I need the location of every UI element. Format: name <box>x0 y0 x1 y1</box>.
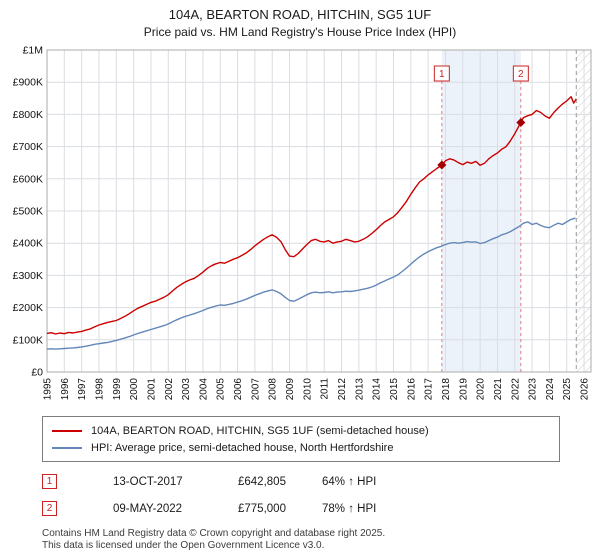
legend: 104A, BEARTON ROAD, HITCHIN, SG5 1UF (se… <box>42 416 560 462</box>
y-tick-label: £100K <box>13 334 43 346</box>
chart-title: 104A, BEARTON ROAD, HITCHIN, SG5 1UF <box>168 7 432 22</box>
legend-row-property: 104A, BEARTON ROAD, HITCHIN, SG5 1UF (se… <box>52 422 550 439</box>
y-tick-label: £500K <box>13 206 43 218</box>
x-tick-label: 2010 <box>302 378 313 401</box>
sale-1-chart-marker-label: 1 <box>439 69 445 80</box>
x-tick-label: 2011 <box>320 378 331 400</box>
sale-2-marker: 2 <box>42 501 57 516</box>
x-tick-label: 2021 <box>493 378 504 401</box>
sale-2-price: £775,000 <box>238 502 286 515</box>
x-tick-label: 2003 <box>181 378 192 401</box>
x-tick-label: 2019 <box>458 378 469 401</box>
sale-1-date: 13-OCT-2017 <box>113 475 183 488</box>
legend-line-hpi-icon <box>52 446 82 449</box>
y-tick-label: £400K <box>13 238 43 250</box>
sale-2-chart-marker <box>512 65 529 82</box>
x-tick-label: 2020 <box>476 378 487 401</box>
sale-1-price: £642,805 <box>238 475 286 488</box>
legend-row-hpi: HPI: Average price, semi-detached house,… <box>52 439 550 456</box>
y-tick-label: £1M <box>23 45 43 57</box>
y-tick-label: £800K <box>13 109 43 121</box>
chart-subtitle: Price paid vs. HM Land Registry's House … <box>143 25 457 39</box>
sale-1-marker: 1 <box>42 474 57 489</box>
y-tick-label: £300K <box>13 270 43 282</box>
sale-2-date: 09-MAY-2022 <box>113 502 183 515</box>
x-tick-label: 2002 <box>164 378 175 401</box>
chart-header: 104A, BEARTON ROAD, HITCHIN, SG5 1UF Pri… <box>0 0 600 40</box>
x-tick-label: 2001 <box>146 378 157 401</box>
series-hpi-line <box>46 217 576 350</box>
footer-line-1: Contains HM Land Registry data © Crown c… <box>42 528 386 539</box>
plot-border <box>46 49 592 373</box>
sale-1-vs-hpi: 64% ↑ HPI <box>322 475 377 488</box>
x-tick-label: 2008 <box>268 378 279 401</box>
x-tick-label: 2004 <box>198 378 209 401</box>
footer: Contains HM Land Registry data © Crown c… <box>42 528 600 552</box>
x-tick-label: 2016 <box>406 378 417 401</box>
sale-1-chart-marker <box>433 65 450 82</box>
y-tick-label: £700K <box>13 141 43 153</box>
legend-label-property: 104A, BEARTON ROAD, HITCHIN, SG5 1UF (se… <box>91 424 429 437</box>
y-tick-label: £900K <box>13 77 43 89</box>
footer-line-2: This data is licensed under the Open Gov… <box>42 540 325 551</box>
legend-line-property-icon <box>52 429 82 432</box>
legend-label-hpi: HPI: Average price, semi-detached house,… <box>91 441 394 454</box>
x-tick-label: 2018 <box>441 378 452 401</box>
series-property-line <box>46 96 577 335</box>
x-tick-label: 2026 <box>580 378 591 401</box>
x-tick-label: 2007 <box>250 378 261 401</box>
x-tick-label: 2006 <box>233 378 244 401</box>
x-tick-label: 2005 <box>216 378 227 401</box>
x-tick-label: 1999 <box>112 378 123 401</box>
x-tick-label: 2014 <box>372 378 383 401</box>
sale-annotation-row-2: 2 09-MAY-2022 £775,000 78% ↑ HPI <box>42 501 600 516</box>
x-tick-label: 2022 <box>510 378 521 401</box>
x-tick-label: 2009 <box>285 378 296 401</box>
sale-annotation-row-1: 1 13-OCT-2017 £642,805 64% ↑ HPI <box>42 474 600 489</box>
sale-annotations: 1 13-OCT-2017 £642,805 64% ↑ HPI 2 09-MA… <box>42 474 600 516</box>
y-tick-label: £0 <box>31 367 43 379</box>
x-tick-label: 1997 <box>77 378 88 401</box>
x-tick-label: 1996 <box>60 378 71 401</box>
sale-2-vs-hpi: 78% ↑ HPI <box>322 502 377 515</box>
x-tick-label: 1998 <box>94 378 105 401</box>
x-tick-label: 1995 <box>43 378 54 401</box>
x-tick-label: 2000 <box>129 378 140 401</box>
sale-1-point <box>437 160 447 170</box>
x-tick-label: 2025 <box>562 378 573 401</box>
x-tick-label: 2023 <box>528 378 539 401</box>
price-chart-svg: 1 2 £0 £100K £200K £300K £400K £500K £600K £700K £… <box>13 45 592 401</box>
y-tick-label: £600K <box>13 173 43 185</box>
sale-2-chart-marker-label: 2 <box>518 69 524 80</box>
x-tick-label: 2015 <box>389 378 400 401</box>
x-tick-label: 2024 <box>545 378 556 401</box>
y-tick-label: £200K <box>13 302 43 314</box>
x-tick-label: 2017 <box>424 378 435 401</box>
x-tick-label: 2012 <box>337 378 348 401</box>
x-tick-label: 2013 <box>354 378 365 401</box>
sale-2-point <box>516 117 526 127</box>
